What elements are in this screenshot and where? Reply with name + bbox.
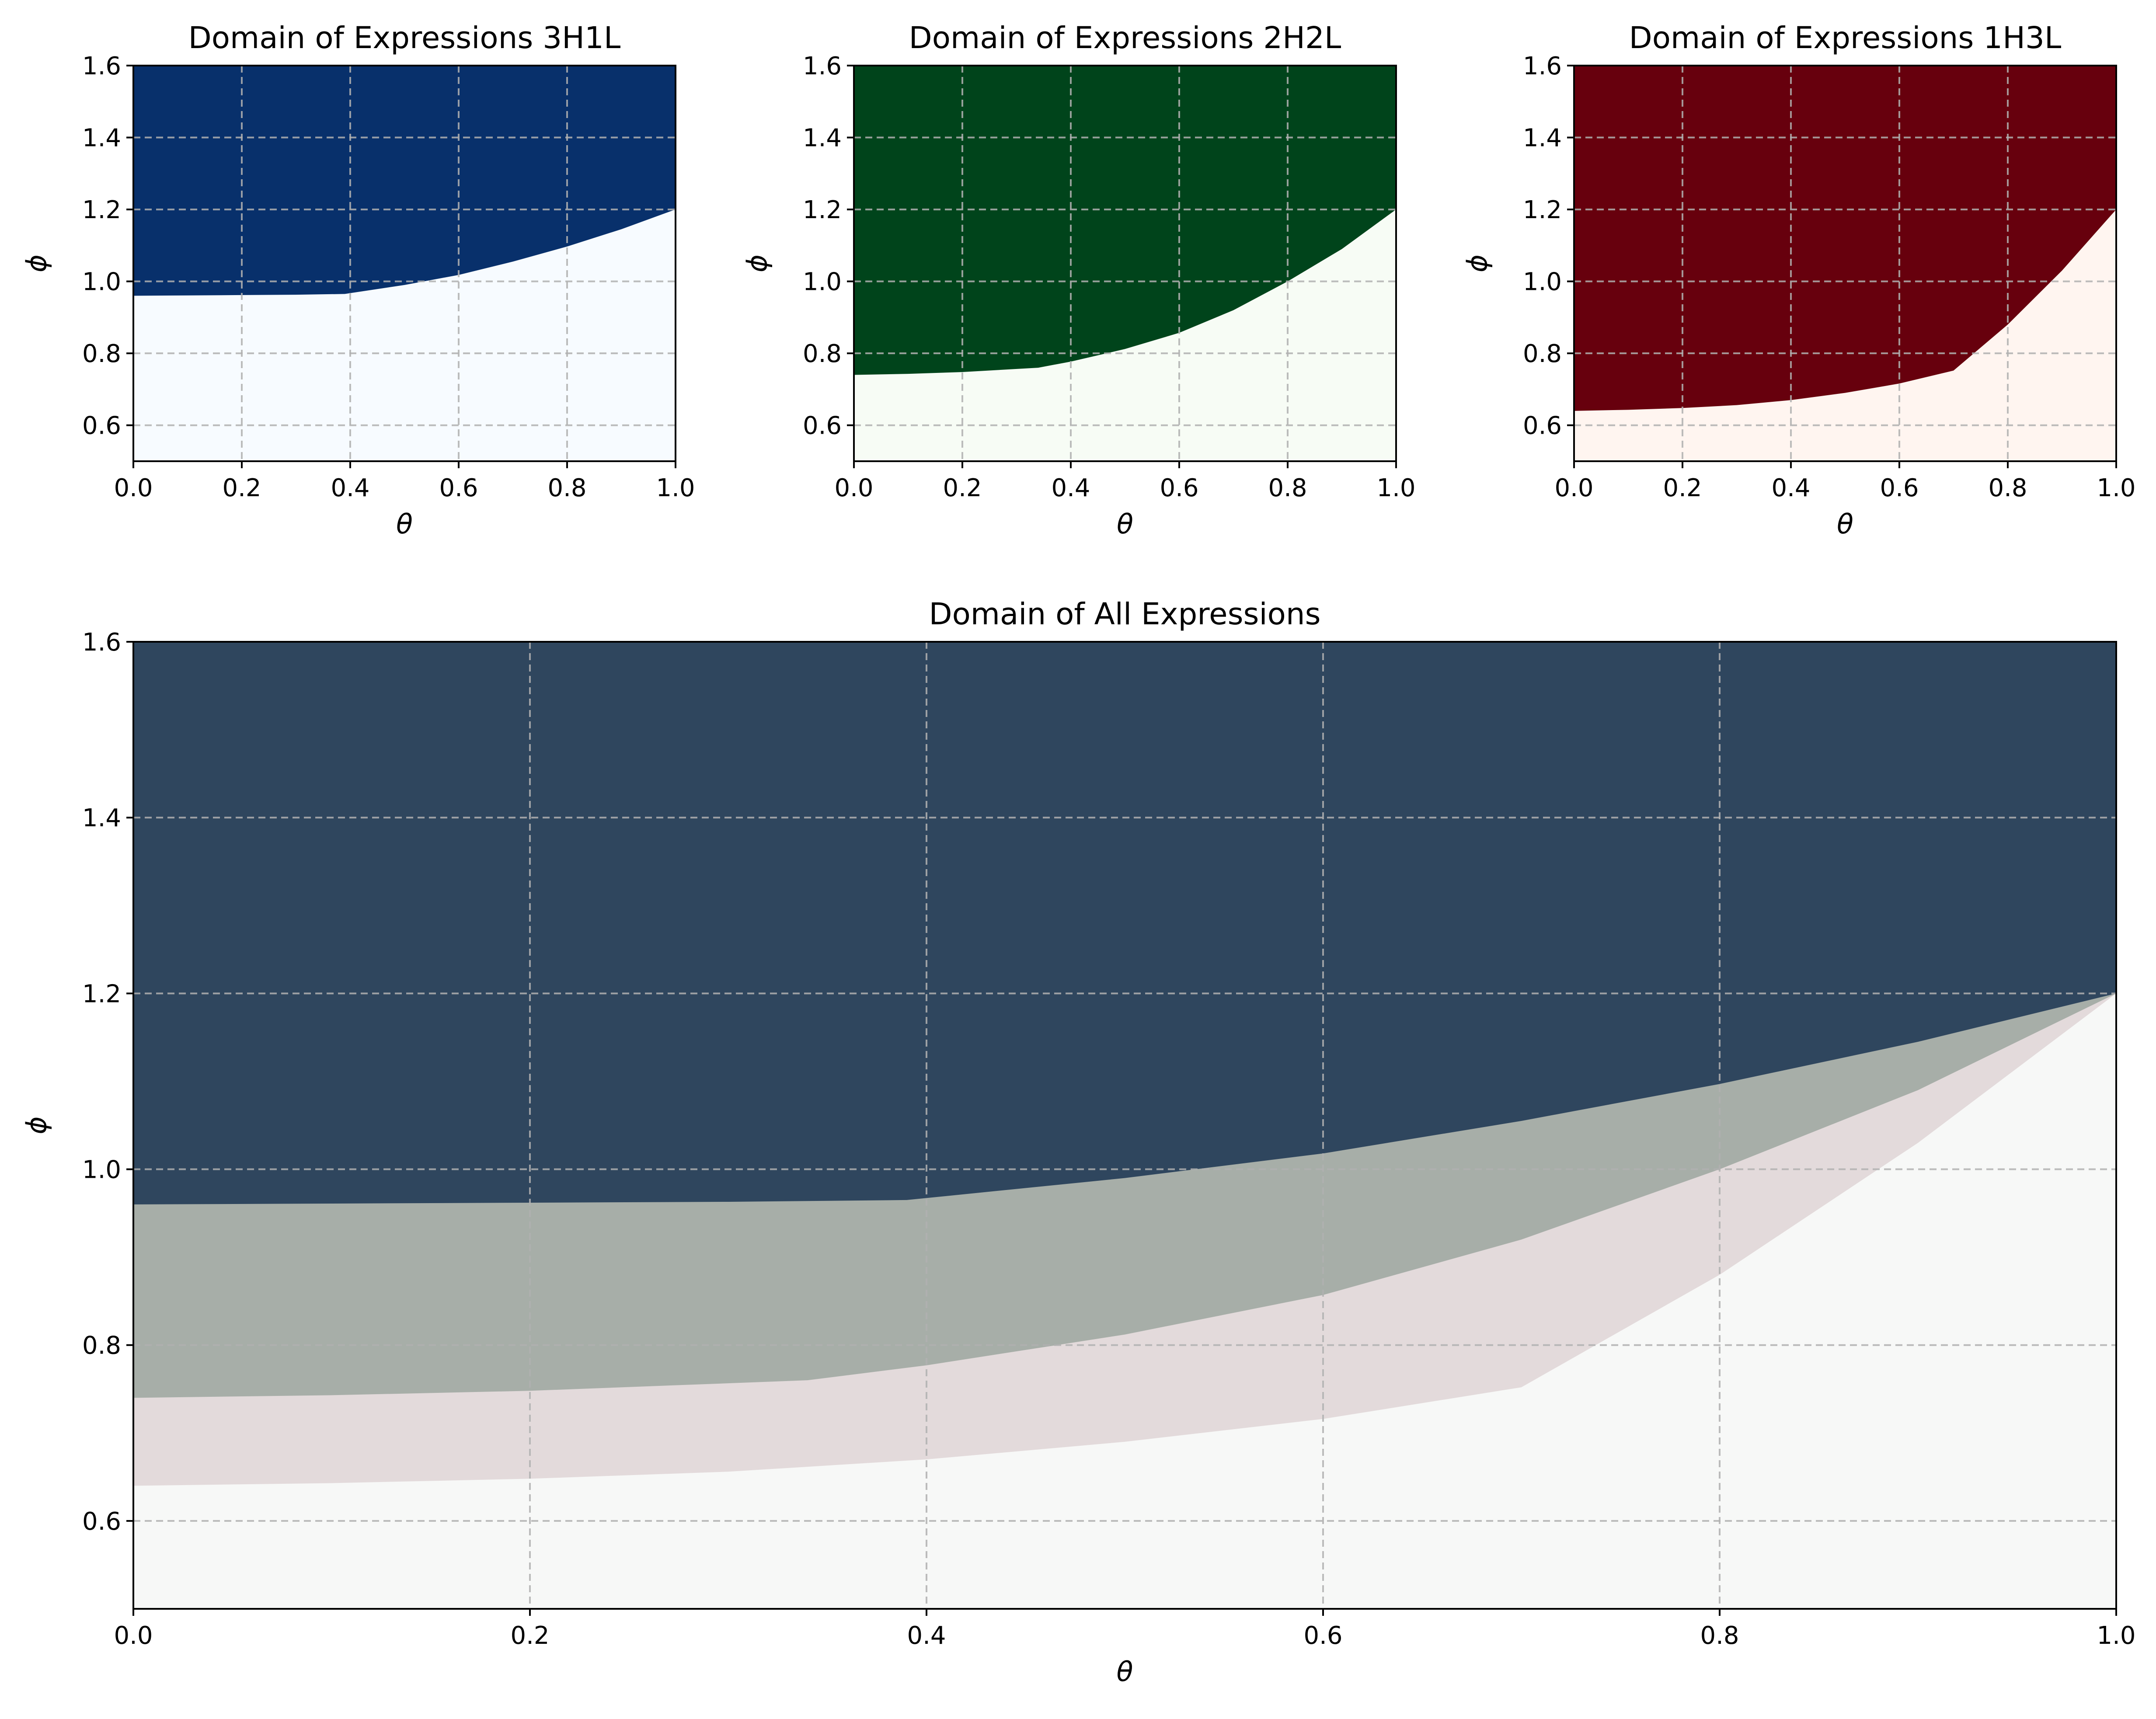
x-tick-label: 0.4 xyxy=(1051,474,1090,502)
panel-all-expressions: Domain of All Expressions θ ϕ 0.0 0.2 0.4 0… xyxy=(21,597,2136,1688)
y-tick-label: 1.6 xyxy=(82,628,121,657)
y-tick-label: 0.8 xyxy=(803,340,842,368)
y-tick-label: 0.8 xyxy=(1523,340,1562,368)
x-axis-label: θ xyxy=(1117,508,1133,540)
y-tick-label: 1.0 xyxy=(82,268,121,296)
axes-frame xyxy=(853,65,1397,462)
y-tick-label: 1.2 xyxy=(82,196,121,224)
y-tick-label: 1.0 xyxy=(803,268,842,296)
panel-1h3l: Domain of Expressions 1H3L θ ϕ 0.0 0.2 0.4… xyxy=(1461,21,2136,540)
y-tick-label: 1.2 xyxy=(803,196,842,224)
y-axis-label: ϕ xyxy=(21,254,52,272)
y-tick-label: 1.2 xyxy=(82,980,121,1008)
x-tick-label: 0.2 xyxy=(1663,474,1702,502)
x-tick-label: 0.8 xyxy=(1988,474,2027,502)
y-tick-label: 1.6 xyxy=(1523,52,1562,80)
y-axis-label: ϕ xyxy=(21,1117,52,1134)
y-tick-label: 1.4 xyxy=(82,804,121,832)
domain-region xyxy=(133,66,676,296)
y-tick-label: 0.8 xyxy=(82,1332,121,1360)
panel-3h1l: Domain of Expressions 3H1L θ ϕ 0.0 0.2 0.4… xyxy=(21,21,695,540)
x-tick-label: 1.0 xyxy=(1376,474,1415,502)
x-tick-label: 0.2 xyxy=(222,474,261,502)
x-axis-label: θ xyxy=(1837,508,1853,540)
x-tick-label: 0.6 xyxy=(439,474,478,502)
panel-2h2l: Domain of Expressions 2H2L θ ϕ 0.0 0.2 0.4… xyxy=(741,21,1416,540)
x-tick-label: 0.4 xyxy=(907,1622,946,1650)
x-tick-label: 0.4 xyxy=(331,474,369,502)
x-tick-label: 1.0 xyxy=(2097,474,2135,502)
x-tick-label: 0.2 xyxy=(943,474,982,502)
x-tick-label: 0.0 xyxy=(114,474,153,502)
y-tick-label: 0.6 xyxy=(1523,412,1562,440)
x-tick-label: 1.0 xyxy=(656,474,695,502)
y-tick-label: 0.6 xyxy=(803,412,842,440)
x-tick-label: 0.0 xyxy=(834,474,873,502)
x-tick-label: 0.8 xyxy=(1268,474,1307,502)
y-tick-label: 1.0 xyxy=(82,1156,121,1184)
panel-title: Domain of Expressions 2H2L xyxy=(909,21,1341,56)
axes-frame xyxy=(132,65,676,462)
y-tick-label: 0.8 xyxy=(82,340,121,368)
y-tick-label: 1.6 xyxy=(803,52,842,80)
panel-title: Domain of Expressions 1H3L xyxy=(1629,21,2062,56)
x-tick-label: 0.0 xyxy=(1554,474,1593,502)
x-tick-label: 0.6 xyxy=(1880,474,1919,502)
axes-frame xyxy=(132,641,2117,1610)
y-tick-label: 1.4 xyxy=(82,124,121,153)
y-tick-label: 1.2 xyxy=(1523,196,1562,224)
panel-title: Domain of All Expressions xyxy=(929,597,1320,632)
x-tick-label: 0.4 xyxy=(1771,474,1810,502)
x-tick-label: 0.6 xyxy=(1160,474,1198,502)
y-tick-label: 0.6 xyxy=(82,412,121,440)
x-tick-label: 0.2 xyxy=(510,1622,549,1650)
x-axis-label: θ xyxy=(1117,1656,1133,1688)
y-tick-label: 1.4 xyxy=(1523,124,1562,153)
domain-region xyxy=(1574,66,2116,411)
y-tick-label: 1.6 xyxy=(82,52,121,80)
x-axis-label: θ xyxy=(396,508,413,540)
y-tick-label: 0.6 xyxy=(82,1507,121,1536)
x-tick-label: 0.6 xyxy=(1303,1622,1342,1650)
axes-frame xyxy=(1573,65,2117,462)
domain-region-3h1l xyxy=(133,642,2116,1204)
domain-region xyxy=(854,66,1396,375)
panel-title: Domain of Expressions 3H1L xyxy=(188,21,621,56)
y-tick-label: 1.4 xyxy=(803,124,842,153)
x-tick-label: 0.0 xyxy=(114,1622,153,1650)
x-tick-label: 0.8 xyxy=(547,474,586,502)
y-tick-label: 1.0 xyxy=(1523,268,1562,296)
x-tick-label: 1.0 xyxy=(2097,1622,2135,1650)
y-axis-label: ϕ xyxy=(741,254,773,272)
y-axis-label: ϕ xyxy=(1461,254,1493,272)
x-tick-label: 0.8 xyxy=(1700,1622,1739,1650)
